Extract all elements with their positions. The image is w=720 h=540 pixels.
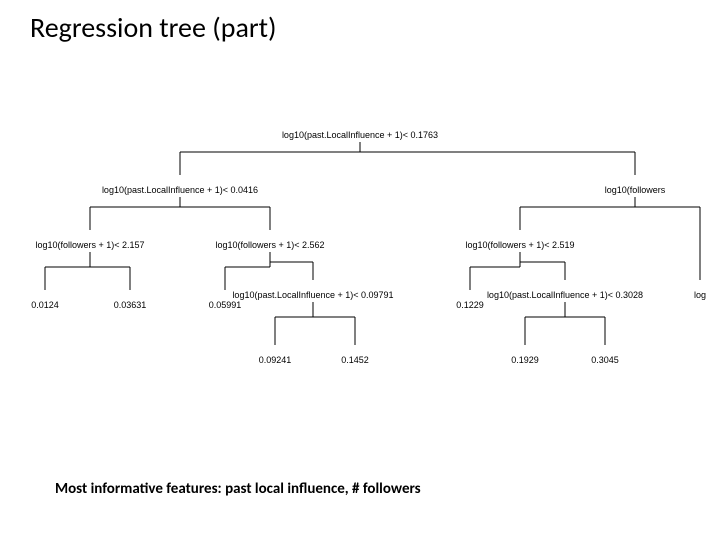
leaf-value: 0.0124 <box>31 300 59 310</box>
leaf-value: 0.09241 <box>259 355 292 365</box>
leaf-value: 0.03631 <box>114 300 147 310</box>
split-label: log10(past.LocalInfluence + 1)< 0.1763 <box>282 130 438 140</box>
tree-edges <box>0 130 720 410</box>
split-label: log10(past.LocalInfluence + 1)< 0.3028 <box>487 290 643 300</box>
leaf-value: 0.05991 <box>209 300 242 310</box>
page-title: Regression tree (part) <box>30 10 277 45</box>
leaf-value: 0.1929 <box>511 355 539 365</box>
split-label: log10(followers + 1)< 2.519 <box>465 240 574 250</box>
split-label: log10(past.LocalInfluence + 1)< 0.0416 <box>102 185 258 195</box>
leaf-value: 0.1229 <box>456 300 484 310</box>
leaf-value: 0.3045 <box>591 355 619 365</box>
regression-tree: log10(past.LocalInfluence + 1)< 0.1763 lo… <box>0 130 720 410</box>
split-label: log10(followers + 1)< 2.157 <box>35 240 144 250</box>
split-label: log <box>694 290 706 300</box>
slide: Regression tree (part) log10(past.LocalI… <box>0 0 720 540</box>
split-label: log10(followers <box>605 185 666 195</box>
split-label: log10(followers + 1)< 2.562 <box>215 240 324 250</box>
split-label: log10(past.LocalInfluence + 1)< 0.09791 <box>232 290 393 300</box>
caption: Most informative features: past local in… <box>55 480 421 498</box>
leaf-value: 0.1452 <box>341 355 369 365</box>
